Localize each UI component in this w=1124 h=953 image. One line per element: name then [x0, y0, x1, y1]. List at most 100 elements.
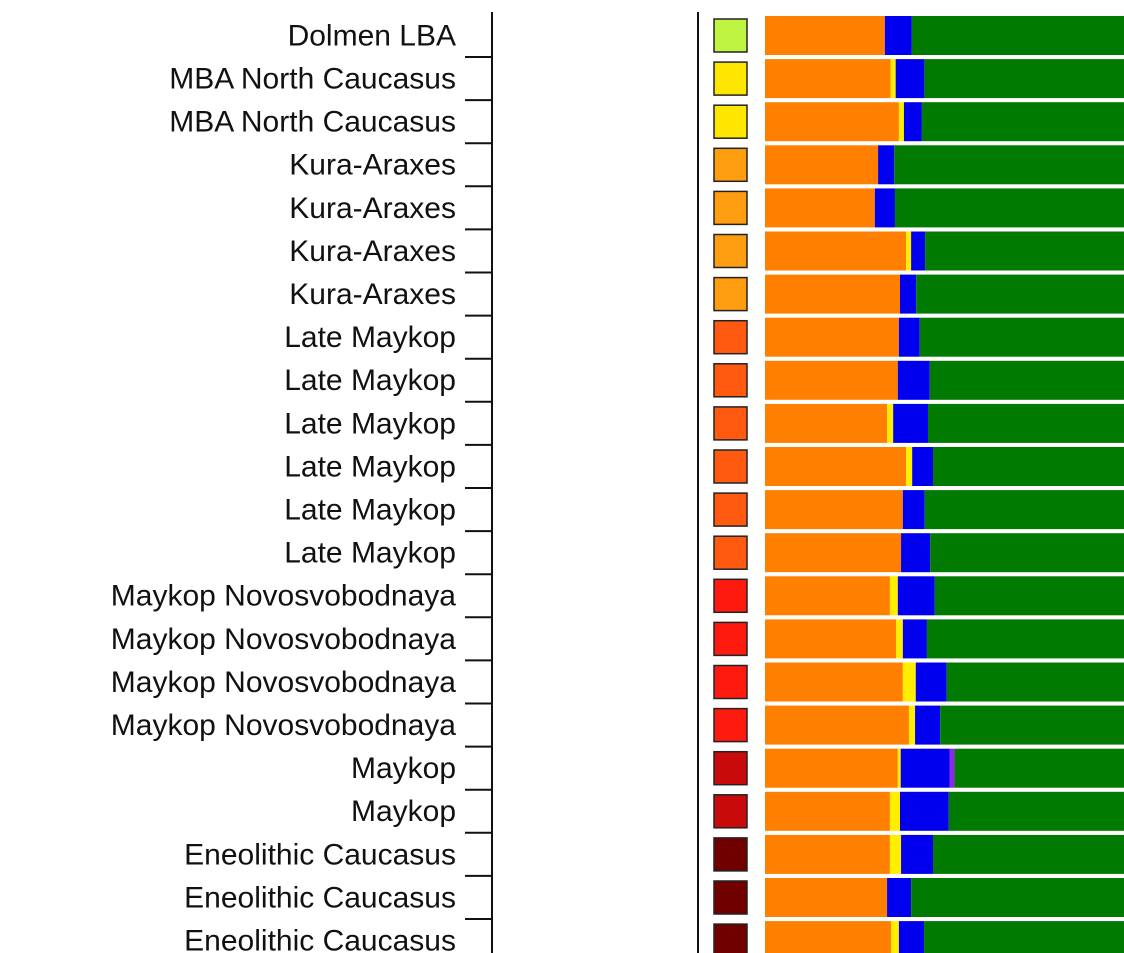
swatch — [713, 449, 748, 484]
row-label: Late Maykop — [284, 494, 456, 527]
row-label: MBA North Caucasus — [169, 106, 456, 139]
bar-segment — [954, 748, 1124, 788]
bar-segment — [765, 619, 897, 659]
bar-segment — [919, 317, 1124, 357]
bar-segment — [765, 360, 898, 400]
row-label: Maykop Novosvobodnaya — [111, 709, 457, 742]
swatch — [713, 104, 748, 139]
bar-segment — [765, 102, 899, 142]
bar-segment — [911, 878, 1124, 917]
row-label: Kura-Araxes — [289, 192, 456, 225]
bar-segment — [940, 705, 1124, 745]
row-label: Kura-Araxes — [289, 278, 456, 311]
swatch — [713, 794, 748, 829]
bar-segment — [898, 921, 925, 953]
bar-segment — [902, 662, 916, 702]
bar-segment — [924, 490, 1124, 530]
swatch — [713, 492, 748, 527]
row-label: Maykop Novosvobodnaya — [111, 666, 457, 699]
bar-segment — [902, 619, 927, 659]
bar-segment — [890, 59, 896, 99]
row-label: Maykop Novosvobodnaya — [111, 580, 457, 613]
bar-segment — [765, 834, 890, 874]
bar-segment — [765, 791, 890, 831]
bar-segment — [897, 360, 930, 400]
bar-segment — [765, 490, 903, 530]
bar-segment — [934, 576, 1124, 616]
swatch — [713, 837, 748, 872]
bar-segment — [896, 619, 903, 659]
bar-segment — [765, 576, 890, 616]
bar-segment — [765, 231, 907, 271]
row-label: Maykop — [351, 795, 456, 828]
swatch — [713, 276, 748, 312]
bar-segment — [765, 748, 898, 788]
bar-segment — [925, 231, 1124, 271]
bar-segment — [897, 748, 901, 788]
bar-segment — [897, 576, 935, 616]
bar-segment — [889, 576, 898, 616]
bar-segment — [900, 748, 950, 788]
bar-segment — [894, 188, 1124, 228]
swatch — [713, 535, 748, 570]
row-label: Eneolithic Caucasus — [184, 925, 456, 953]
swatch — [713, 406, 748, 441]
bar-segment — [884, 16, 912, 55]
bar-segment — [930, 533, 1124, 573]
bar-segment — [915, 662, 947, 702]
swatch — [713, 621, 748, 657]
bar-segment — [906, 447, 913, 486]
bar-segment — [948, 791, 1124, 831]
bar-segment — [765, 145, 879, 185]
bar-segment — [916, 274, 1124, 314]
bar-segment — [924, 921, 1124, 953]
bar-segment — [891, 921, 899, 953]
swatch — [713, 18, 748, 53]
swatch — [713, 233, 748, 269]
bar-segment — [903, 102, 922, 142]
bar-segment — [765, 921, 892, 953]
bar-segment — [893, 403, 928, 443]
bar-segment — [915, 705, 941, 745]
row-label: Kura-Araxes — [289, 235, 456, 268]
bar-segment — [878, 145, 895, 185]
swatch — [713, 319, 748, 355]
bar-segment — [765, 317, 899, 357]
row-label: MBA North Caucasus — [169, 63, 456, 96]
bar-segment — [765, 662, 903, 702]
bar-segment — [765, 16, 885, 55]
bar-segment — [765, 188, 875, 228]
row-label: Late Maykop — [284, 537, 456, 570]
bar-segment — [765, 705, 909, 745]
swatch — [713, 190, 748, 226]
bar-segment — [765, 403, 888, 443]
bar-segment — [894, 145, 1124, 185]
swatch — [713, 750, 748, 786]
row-label: Late Maykop — [284, 364, 456, 397]
bar-segment — [912, 447, 934, 486]
swatch — [713, 147, 748, 183]
row-label: Maykop Novosvobodnaya — [111, 623, 457, 656]
bar-segment — [895, 59, 925, 99]
bar-segment — [946, 662, 1124, 702]
bar-segment — [887, 878, 912, 917]
bar-segment — [933, 447, 1124, 486]
row-label: Late Maykop — [284, 321, 456, 354]
bar-segment — [911, 231, 926, 271]
bar-segment — [765, 59, 891, 99]
bar-segment — [889, 834, 902, 874]
bar-segment — [898, 102, 904, 142]
bar-segment — [933, 834, 1124, 874]
bar-segment — [929, 360, 1124, 400]
bar-segment — [927, 403, 1124, 443]
bar-segment — [898, 317, 920, 357]
bar-segment — [899, 274, 917, 314]
bar-segment — [889, 791, 900, 831]
swatch — [713, 61, 748, 96]
row-label: Late Maykop — [284, 450, 456, 483]
bar-segment — [874, 188, 895, 228]
bar-segment — [901, 533, 931, 573]
bar-segment — [949, 748, 955, 788]
swatch — [713, 664, 748, 700]
